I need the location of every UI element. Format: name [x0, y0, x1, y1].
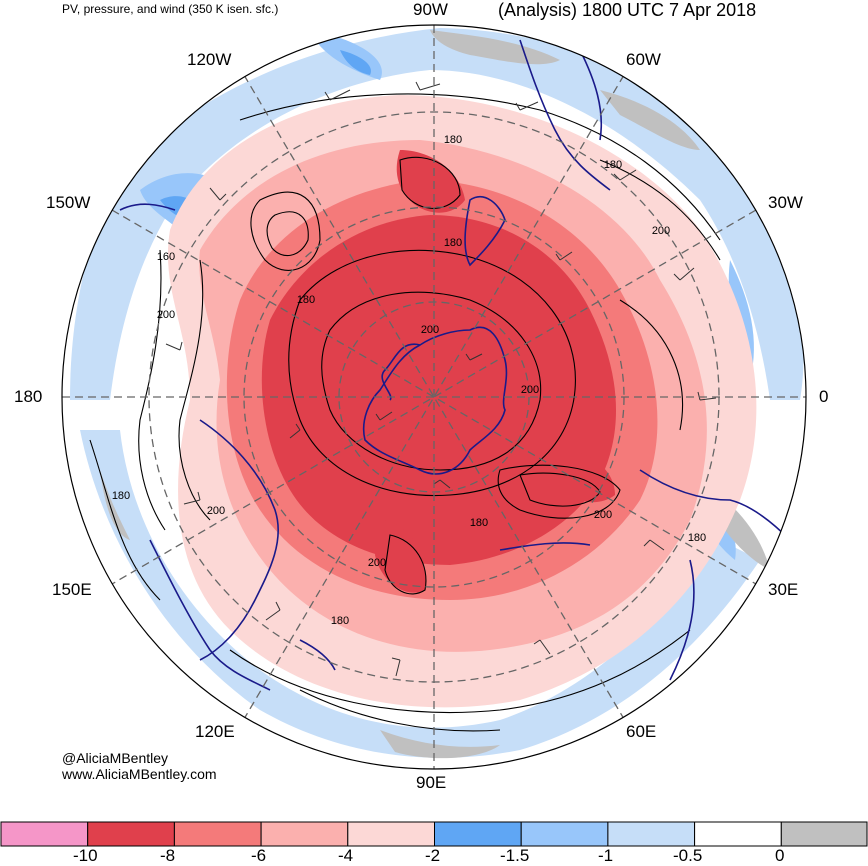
contour-label: 200	[521, 384, 539, 396]
credit-website: www.AliciaMBentley.com	[62, 766, 217, 782]
longitude-label-120w: 120W	[187, 50, 232, 69]
longitude-label-120e: 120E	[195, 722, 235, 741]
colorbar-label: 0	[775, 846, 785, 865]
colorbar-label: -2	[425, 846, 441, 865]
longitude-label-180: 180	[14, 387, 43, 406]
colorbar-label: -8	[160, 846, 176, 865]
colorbar-swatch	[0, 821, 89, 847]
pv-strong-negative-lobe	[396, 150, 465, 213]
colorbar-swatch	[173, 821, 262, 847]
contour-label: 200	[157, 309, 175, 321]
contour-label: 200	[652, 225, 670, 237]
contour-label: 200	[207, 505, 225, 517]
pressure-contours	[89, 93, 721, 732]
colorbar-swatch	[87, 821, 175, 847]
longitude-label-150e: 150E	[52, 580, 92, 599]
colorbar-swatch	[347, 821, 435, 847]
contour-label: 180	[331, 615, 349, 627]
wind-barbs	[165, 81, 717, 677]
graticule	[62, 25, 806, 769]
contour-label: 160	[157, 251, 175, 263]
longitude-label-60e: 60E	[626, 722, 657, 741]
longitude-label-60w: 60W	[626, 50, 661, 69]
contour-label: 200	[594, 509, 612, 521]
contour-label: 180	[112, 490, 130, 502]
credit-handle: @AliciaMBentley	[62, 750, 169, 766]
pv-strong-negative-region	[261, 215, 617, 565]
longitude-label-0: 0	[819, 387, 829, 406]
longitude-label-30e: 30E	[768, 580, 799, 599]
contour-label: 180	[470, 517, 488, 529]
longitude-label-150w: 150W	[46, 193, 91, 212]
contour-label: 180	[444, 134, 462, 146]
contour-label: 180	[604, 159, 622, 171]
longitude-label-90w: 90W	[413, 0, 448, 19]
longitude-label-30w: 30W	[768, 193, 803, 212]
map-subtitle: PV, pressure, and wind (350 K isen. sfc.…	[62, 2, 279, 16]
colorbar-swatch	[520, 821, 609, 847]
contour-label: 200	[368, 557, 386, 569]
colorbar-label: -1	[598, 846, 614, 865]
pv-light-blue-regions	[70, 28, 804, 758]
colorbar-label: -6	[251, 846, 267, 865]
colorbar-swatch	[260, 821, 349, 847]
colorbar-swatch	[434, 821, 522, 847]
colorbar-label: -1.5	[500, 846, 530, 865]
colorbar	[0, 821, 868, 847]
map-boundary	[61, 24, 807, 770]
colorbar-swatch	[780, 821, 868, 847]
contour-labels: 180 180 180 160 200 180 200 200 200 180 …	[112, 134, 706, 627]
contour-label: 180	[444, 237, 462, 249]
pv-strong-negative-lobe	[375, 520, 426, 593]
colorbar-label: -0.5	[673, 846, 703, 865]
coastlines	[119, 39, 791, 691]
contour-label: 180	[688, 532, 706, 544]
contour-label: 200	[421, 324, 439, 336]
contour-label: 180	[297, 294, 315, 306]
longitude-label-90e: 90E	[416, 773, 447, 792]
colorbar-swatch	[694, 821, 782, 847]
colorbar-label: -4	[338, 846, 354, 865]
colorbar-swatch	[607, 821, 696, 847]
colorbar-label: -10	[73, 846, 98, 865]
map-title: (Analysis) 1800 UTC 7 Apr 2018	[498, 0, 757, 20]
